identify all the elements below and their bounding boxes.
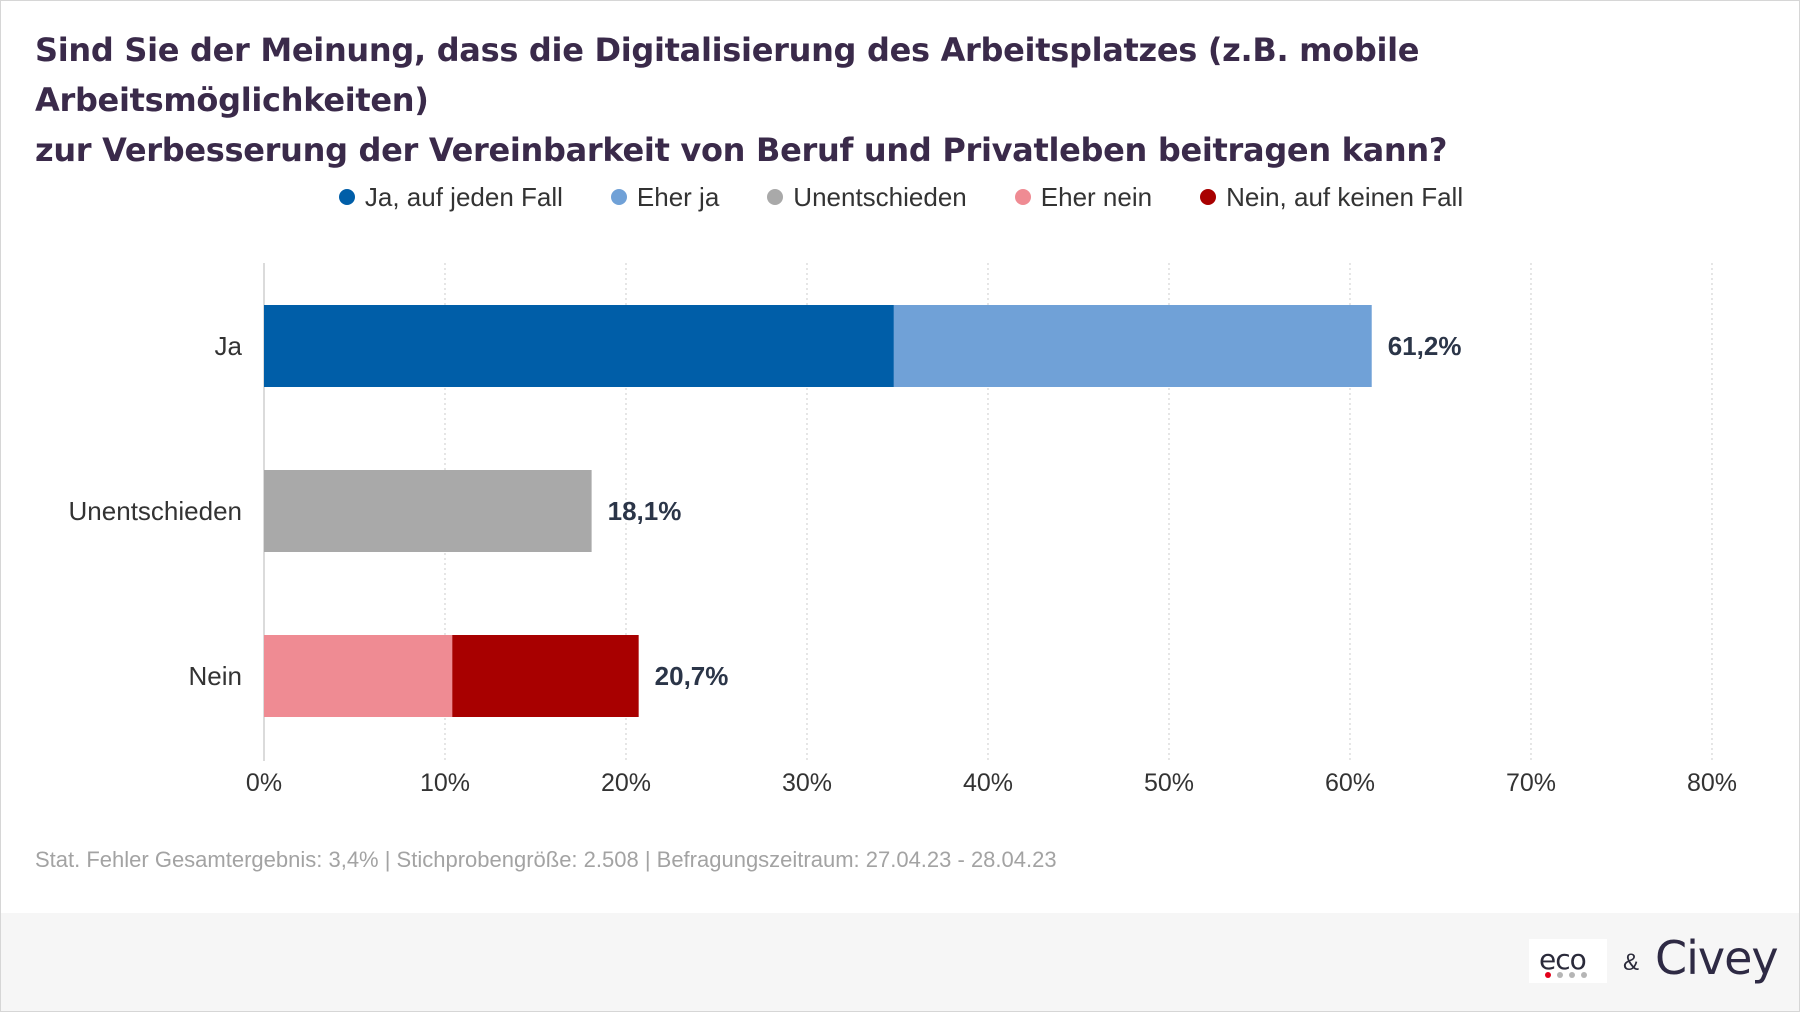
eco-dot-grey [1569, 972, 1575, 978]
x-tick-label: 10% [420, 769, 470, 797]
source-note: Stat. Fehler Gesamtergebnis: 3,4% | Stic… [35, 847, 1057, 872]
x-tick-label: 70% [1506, 769, 1556, 797]
legend-item-eher-ja: Eher ja [610, 181, 720, 213]
legend-swatch [610, 189, 627, 205]
ampersand: & [1623, 949, 1640, 976]
legend-label: Ja, auf jeden Fall [364, 181, 563, 212]
eco-logo-text: eco [1539, 943, 1587, 976]
legend-item-eher-nein: Eher nein [1014, 181, 1153, 213]
eco-logo: eco [1529, 939, 1607, 983]
x-tick-label: 80% [1687, 769, 1737, 797]
chart-title: Sind Sie der Meinung, dass die Digitalis… [35, 25, 1775, 175]
x-tick-label: 60% [1325, 769, 1375, 797]
bar-chart: 0% 10% 20% 30% 40% 50% 60% 70% 80% Ja 61,2% Unentsc… [69, 263, 1737, 797]
bar-segment [893, 305, 1372, 387]
bar-segment [264, 305, 894, 387]
category-label: Nein [189, 661, 242, 691]
legend-item-nein-auf-keinen-fall: Nein, auf keinen Fall [1200, 182, 1463, 213]
legend-item-unentschieden: Unentschieden [767, 181, 967, 213]
category-label: Ja [215, 331, 243, 361]
civey-logo: Civey [1655, 931, 1779, 985]
legend-swatch [338, 189, 355, 205]
bar-segment [264, 635, 453, 717]
x-tick-label: 20% [601, 769, 651, 797]
eco-dot-red [1545, 972, 1551, 978]
x-tick-label: 0% [246, 769, 282, 797]
legend-label: Eher ja [636, 181, 720, 212]
chart-title-line-1: Sind Sie der Meinung, dass die Digitalis… [35, 31, 1420, 119]
bar-segment [452, 635, 639, 717]
bar-segment [264, 470, 592, 552]
chart-legend: Ja, auf jeden Fall Eher ja Unentschieden… [1, 177, 1799, 217]
x-tick-label: 50% [1144, 769, 1194, 797]
legend-swatch [1014, 189, 1031, 205]
x-tick-label: 30% [782, 769, 832, 797]
legend-swatch [1200, 189, 1217, 205]
chart-title-line-2: zur Verbesserung der Vereinbarkeit von B… [35, 131, 1448, 169]
eco-logo-dots [1545, 972, 1587, 978]
legend-label: Unentschieden [793, 181, 967, 212]
x-tick-label: 40% [963, 769, 1013, 797]
legend-item-ja-auf-jeden-fall: Ja, auf jeden Fall [338, 181, 563, 213]
category-label: Unentschieden [69, 496, 242, 526]
total-data-label: 61,2% [1388, 331, 1462, 361]
total-data-label: 18,1% [608, 496, 682, 526]
legend-swatch [767, 189, 784, 205]
total-data-label: 20,7% [655, 661, 729, 691]
eco-dot-grey [1557, 972, 1563, 978]
footer: eco & Civey [1, 913, 1799, 1011]
legend-label: Eher nein [1040, 181, 1153, 212]
eco-dot-grey [1581, 972, 1587, 978]
legend-label: Nein, auf keinen Fall [1226, 181, 1464, 212]
